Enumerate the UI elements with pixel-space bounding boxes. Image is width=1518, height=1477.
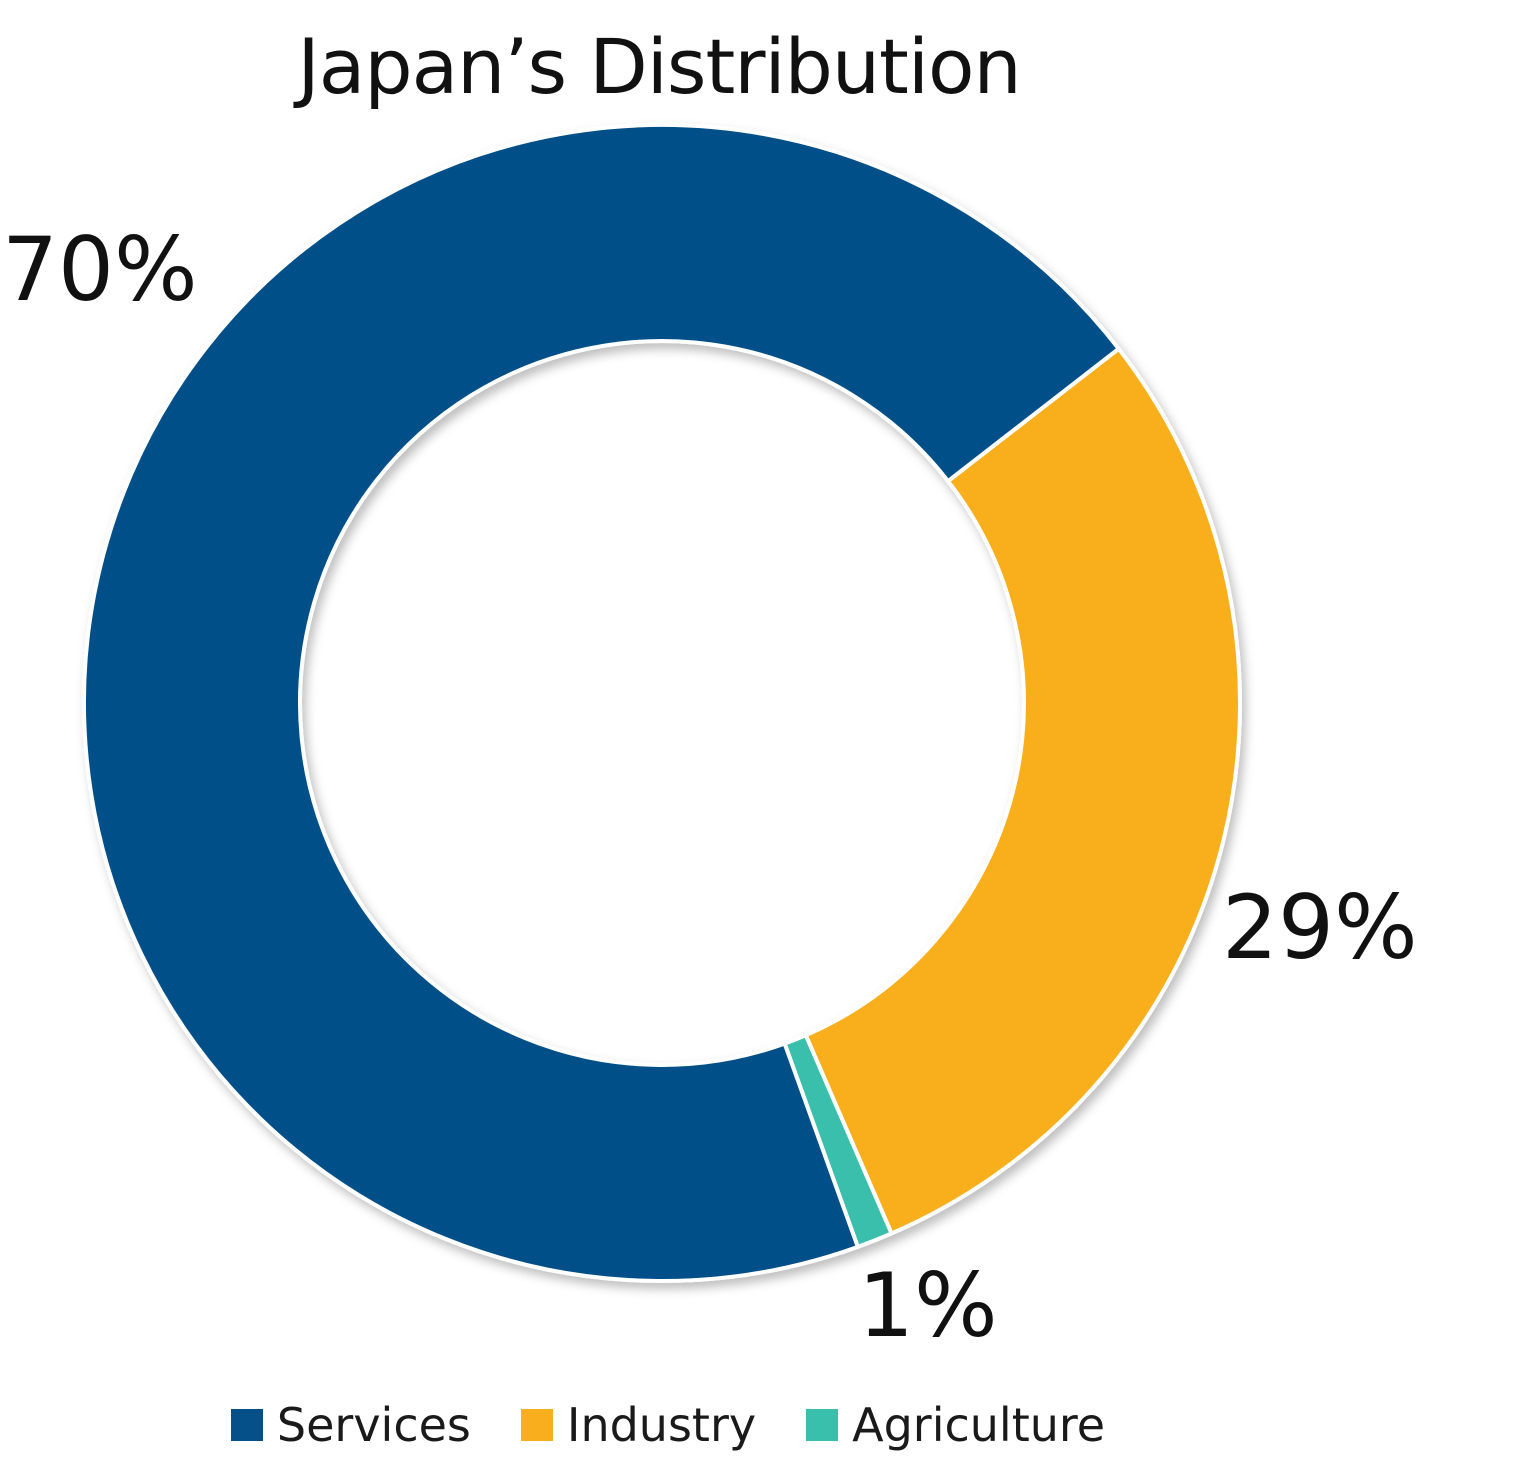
slice-industry	[803, 345, 1242, 1237]
donut-chart: 70% 29% 1%	[2, 123, 1418, 1357]
data-label-services: 70%	[2, 218, 198, 321]
donut-slices	[82, 123, 1242, 1284]
legend-label-agriculture: Agriculture	[852, 1398, 1106, 1452]
legend-label-services: Services	[276, 1398, 471, 1452]
donut-labels: 70% 29% 1%	[2, 218, 1418, 1357]
chart-legend: Services Industry Agriculture	[0, 1398, 1336, 1452]
legend-item-agriculture: Agriculture	[806, 1398, 1105, 1452]
legend-label-industry: Industry	[566, 1398, 757, 1452]
legend-swatch-services	[230, 1409, 263, 1441]
legend-item-services: Services	[230, 1398, 471, 1452]
legend-swatch-industry	[520, 1409, 553, 1441]
data-label-industry: 29%	[1222, 876, 1418, 979]
data-label-agriculture: 1%	[858, 1254, 998, 1357]
slice-services	[82, 123, 1122, 1284]
legend-item-industry: Industry	[520, 1398, 757, 1452]
legend-swatch-agriculture	[806, 1409, 839, 1441]
chart-title: Japan’s Distribution	[297, 22, 1021, 111]
